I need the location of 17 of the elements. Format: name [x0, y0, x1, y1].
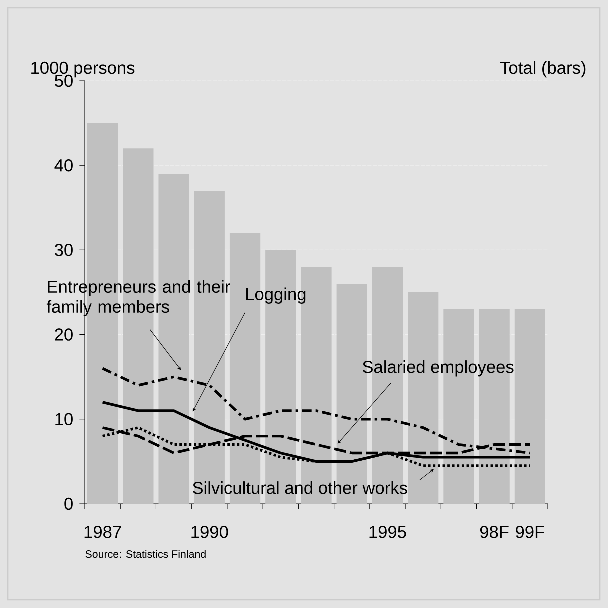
x-tick-label: 98F: [480, 526, 509, 538]
source-note: Source: Statistics Finland: [86, 550, 206, 558]
text: Total (bars): [500, 61, 586, 78]
series-label: Silvicultural and other works: [193, 482, 408, 494]
y-tick-label: 40: [54, 159, 73, 172]
x-tick-label: 1990: [192, 526, 228, 538]
x-tick-label: 99F: [516, 526, 544, 538]
x-tick-label: 1995: [370, 526, 406, 538]
text: Salaried employees: [362, 360, 514, 377]
y-tick-label: 0: [64, 498, 73, 510]
y-tick-label: 20: [55, 328, 73, 341]
text: Logging: [246, 288, 306, 304]
bar: [514, 309, 546, 504]
y-tick-label: 10: [56, 413, 73, 426]
x-tick-label: 1987: [84, 526, 122, 538]
y-tick-label: 30: [55, 244, 73, 256]
text: Entrepreneurs and their family members: [46, 280, 230, 316]
